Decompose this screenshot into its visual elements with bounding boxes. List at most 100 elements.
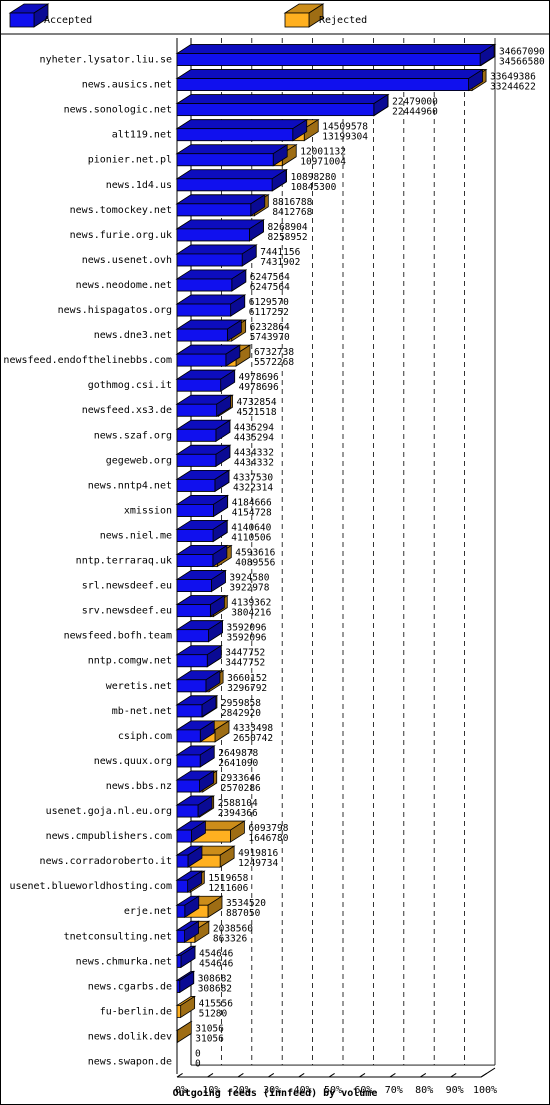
bar-accepted: [175, 244, 258, 267]
value-accepted: 3922978: [229, 583, 269, 594]
bar-accepted: [175, 720, 216, 743]
host-label: pionier.net.pl: [88, 155, 172, 166]
bar-accepted: [175, 619, 224, 643]
value-offered: 4140640: [231, 522, 271, 533]
value-offered: 33649386: [490, 72, 536, 83]
bar-accepted: [175, 594, 226, 618]
x-axis: 0% 10% 20% 30% 40% 50% 60% 70% 80% 90% 100%: [175, 1067, 497, 1096]
value-accepted: 887050: [226, 908, 261, 919]
value-accepted: 2394366: [218, 808, 258, 819]
value-accepted: 3804216: [231, 608, 271, 619]
x-tick: [359, 1073, 366, 1078]
bar-accepted: [175, 194, 267, 217]
x-tick-label: 100%: [473, 1085, 497, 1096]
bar-row: [175, 770, 219, 793]
x-tick: [207, 1073, 214, 1078]
x-tick: [450, 1073, 457, 1078]
value-offered: 2038560: [213, 923, 253, 934]
bar-accepted: [175, 820, 207, 843]
host-label: nntp.comgw.net: [88, 656, 172, 667]
bar-accepted: [175, 544, 229, 568]
value-accepted: 31056: [195, 1033, 224, 1044]
host-label: news.usenet.ovh: [82, 255, 172, 266]
value-offered: 6232864: [250, 322, 290, 333]
bar-accepted: [175, 294, 247, 317]
value-accepted: 308682: [198, 983, 232, 994]
bar-row: [175, 820, 246, 843]
host-label: news.ausics.net: [82, 80, 172, 91]
bar-row: [175, 294, 247, 317]
value-offered: 6247564: [250, 272, 290, 283]
host-label: nyheter.lysator.liu.se: [40, 55, 172, 66]
host-label: news.nntp4.net: [88, 480, 172, 491]
bar-row: [175, 244, 258, 267]
bar-row: [175, 444, 232, 468]
value-offered: 6732738: [254, 347, 294, 358]
bar-row: [175, 194, 270, 217]
host-label: news.sonologic.net: [64, 105, 172, 116]
value-accepted: 4110506: [231, 532, 271, 543]
host-label: gegeweb.org: [106, 455, 172, 466]
host-labels: nyheter.lysator.liu.se news.ausics.net new…: [3, 55, 172, 1068]
host-label: erje.net: [124, 906, 172, 917]
bar-accepted: [175, 770, 215, 793]
bar-accepted: [175, 444, 232, 468]
value-accepted: 0: [195, 1059, 201, 1070]
host-label: nntp.terraraq.uk: [76, 556, 172, 567]
value-accepted: 6117252: [249, 307, 289, 318]
value-offered: 1519658: [208, 873, 248, 884]
x-tick: [328, 1073, 335, 1078]
bar-row: [175, 394, 234, 417]
bar-accepted: [175, 319, 243, 342]
host-label: usenet.goja.nl.eu.org: [46, 806, 172, 817]
bar-row: [175, 43, 497, 67]
bar-accepted: [175, 920, 200, 944]
legend-swatch-rejected-box: [283, 3, 325, 28]
value-offered: 8816788: [272, 197, 312, 208]
host-label: mb-net.net: [112, 706, 172, 717]
value-accepted: 2570286: [221, 783, 261, 794]
bar-row: [175, 870, 206, 893]
value-accepted: 2641090: [218, 758, 258, 769]
bar-accepted: [175, 344, 242, 367]
value-accepted: 6247564: [250, 282, 290, 293]
host-label: news.dolik.dev: [88, 1031, 172, 1042]
value-offered: 34667090: [499, 47, 545, 58]
value-offered: 4434332: [234, 447, 274, 458]
bar-row: [175, 845, 236, 868]
value-offered: 3447752: [225, 648, 265, 659]
bar-accepted: [175, 369, 237, 392]
host-label: news.furie.org.uk: [70, 230, 172, 241]
host-label: newsfeed.xs3.de: [82, 405, 172, 416]
host-label: usenet.blueworldhosting.com: [9, 881, 172, 892]
x-tick-label: 30%: [263, 1085, 281, 1096]
bar-row: [175, 720, 231, 743]
bar-row: [175, 920, 211, 944]
bar-accepted: [175, 68, 484, 92]
value-accepted: 4322314: [233, 482, 273, 493]
value-offered: 308682: [198, 973, 232, 984]
bar-accepted: [175, 494, 229, 518]
bar-row: [175, 644, 223, 668]
bar-row: [175, 745, 216, 768]
x-tick-label: 70%: [385, 1085, 403, 1096]
value-accepted: 22444960: [392, 107, 438, 118]
bar-row: [175, 569, 227, 593]
bar-accepted: [175, 219, 265, 242]
bar-accepted: [175, 945, 197, 969]
host-label: tnetconsulting.net: [64, 931, 172, 942]
value-offered: 8268904: [268, 222, 308, 233]
value-accepted: 7431902: [260, 257, 300, 268]
value-accepted: 13199304: [322, 132, 368, 143]
x-tick-label: 20%: [233, 1085, 251, 1096]
bars: [175, 43, 497, 1044]
value-accepted: 2650742: [233, 733, 273, 744]
value-offered: 6129570: [249, 297, 289, 308]
host-label: fu-berlin.de: [100, 1006, 172, 1017]
host-label: news.niel.me: [100, 530, 172, 541]
value-offered: 2959858: [221, 698, 261, 709]
value-accepted: 4978696: [239, 382, 279, 393]
value-offered: 3924580: [229, 573, 269, 584]
bar-accepted: [175, 118, 309, 142]
value-offered: 4333498: [233, 723, 273, 734]
